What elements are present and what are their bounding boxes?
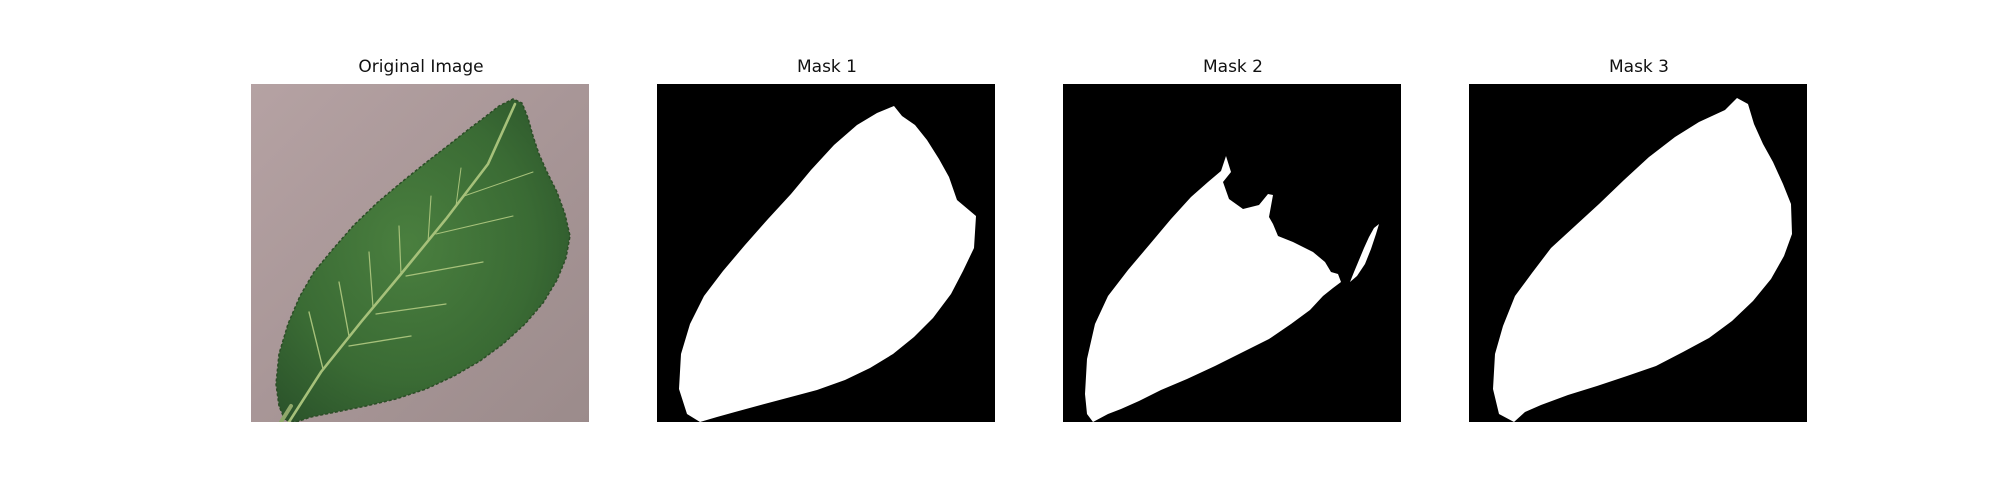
- leaf-stem: [279, 404, 293, 422]
- mask-2-leaf-region: [1085, 156, 1341, 422]
- panel-title-mask-3: Mask 3: [1608, 57, 1669, 77]
- panel-title-mask-2: Mask 2: [1202, 57, 1263, 77]
- mask-3-image: [1469, 84, 1807, 422]
- panel-title-mask-1: Mask 1: [796, 57, 857, 77]
- panel-title-original: Original Image: [358, 57, 484, 77]
- mask-1-image: [657, 84, 995, 422]
- mask-2-image: [1063, 84, 1401, 422]
- mask-1-leaf-region: [679, 106, 976, 422]
- mask-3-leaf-region: [1493, 98, 1792, 422]
- leaf-veins: [287, 102, 534, 422]
- original-leaf-photo: [251, 84, 589, 422]
- leaf-shape: [275, 98, 571, 422]
- mask-2-edge-fragment: [1350, 224, 1379, 282]
